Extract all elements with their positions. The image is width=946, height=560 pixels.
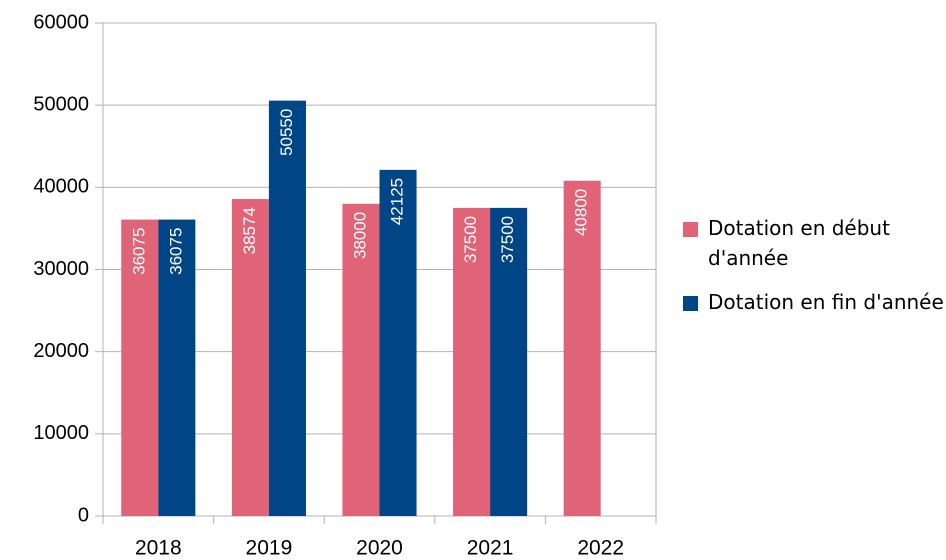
legend-label: Dotation en fin d'année (708, 290, 944, 314)
data-label: 38000 (350, 212, 369, 259)
x-tick-label: 2019 (246, 537, 293, 560)
x-tick-label: 2018 (135, 537, 182, 560)
data-label: 42125 (388, 178, 407, 225)
bar (268, 100, 306, 517)
data-label: 37500 (498, 216, 517, 263)
bar (490, 207, 528, 516)
bar (563, 180, 601, 516)
y-tick-label: 10000 (33, 422, 89, 444)
y-tick-label: 30000 (33, 258, 89, 280)
x-tick-label: 2020 (356, 537, 403, 560)
y-tick-label: 60000 (33, 11, 89, 33)
bar (379, 169, 417, 516)
data-label: 36075 (166, 228, 185, 275)
legend-swatch (683, 296, 698, 311)
bar (342, 203, 380, 516)
y-tick-label: 40000 (33, 176, 89, 198)
y-tick-label: 0 (78, 504, 89, 526)
y-tick-label: 20000 (33, 340, 89, 362)
bar (121, 219, 159, 517)
x-tick-label: 2021 (467, 537, 514, 560)
y-tick-label: 50000 (33, 93, 89, 115)
bar (453, 207, 491, 516)
data-label: 50550 (277, 109, 296, 156)
data-label: 36075 (129, 228, 148, 275)
bar (231, 199, 269, 516)
bar (158, 219, 196, 517)
legend-label: Dotation en début d'année (708, 216, 890, 270)
data-label: 37500 (461, 216, 480, 263)
x-tick-label: 2022 (577, 537, 624, 560)
data-label: 40800 (572, 189, 591, 236)
legend-swatch (683, 222, 698, 237)
data-label: 38574 (240, 207, 259, 254)
